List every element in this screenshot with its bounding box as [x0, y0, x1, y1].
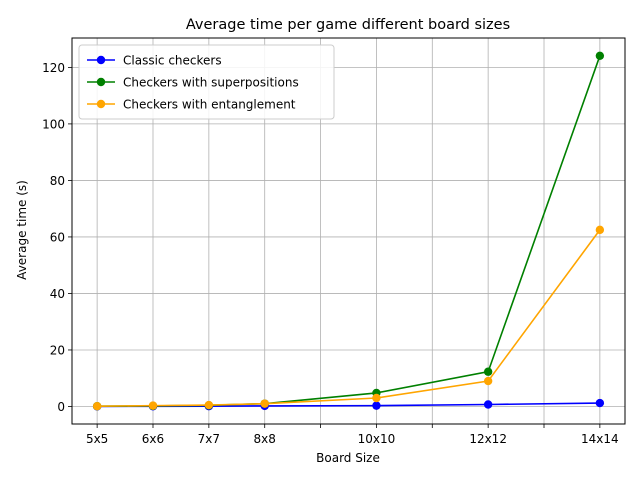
- data-point: [595, 398, 605, 408]
- data-point: [595, 51, 605, 61]
- data-point: [595, 225, 605, 235]
- y-tick-label: 80: [50, 174, 65, 188]
- legend-label: Checkers with superpositions: [123, 76, 299, 90]
- data-point: [372, 401, 381, 410]
- data-point: [483, 400, 493, 409]
- legend-box: [78, 44, 335, 120]
- data-point: [372, 393, 381, 403]
- y-tick-label: 20: [50, 343, 65, 357]
- y-tick-label: 120: [42, 61, 65, 75]
- data-point: [204, 400, 214, 410]
- data-point: [148, 401, 158, 410]
- x-tick-label: 5x5: [86, 432, 108, 446]
- x-tick-label: 8x8: [254, 432, 276, 446]
- tick-layer: 5x5 6x6 7x7 8x8 10x10 12x12 14x14 0 20 40 60 80 100 1…: [42, 61, 619, 446]
- x-axis-label: Board Size: [316, 451, 380, 465]
- legend: Classic checkers Checkers with superposit…: [78, 44, 335, 120]
- y-tick-label: 60: [50, 230, 65, 244]
- plot-frame: [71, 37, 626, 425]
- y-axis-label: Average time (s): [15, 180, 29, 280]
- legend-label: Checkers with entanglement: [123, 98, 296, 112]
- legend-label: Classic checkers: [123, 54, 222, 68]
- chart-title: Average time per game different board si…: [186, 17, 510, 33]
- x-tick-label: 14x14: [581, 432, 619, 446]
- y-tick-label: 40: [50, 287, 65, 301]
- series-layer: [92, 51, 605, 411]
- data-point: [483, 367, 493, 376]
- data-point: [92, 401, 102, 411]
- y-tick-label: 100: [42, 117, 65, 131]
- y-tick-label: 0: [57, 400, 65, 414]
- x-tick-label: 6x6: [142, 432, 164, 446]
- x-tick-label: 12x12: [469, 432, 507, 446]
- legend-marker: [96, 55, 106, 65]
- data-point: [260, 399, 269, 408]
- x-tick-label: 10x10: [358, 432, 396, 446]
- legend-marker: [96, 77, 106, 87]
- data-point: [483, 376, 493, 386]
- legend-marker: [96, 99, 106, 109]
- x-tick-label: 7x7: [198, 432, 220, 446]
